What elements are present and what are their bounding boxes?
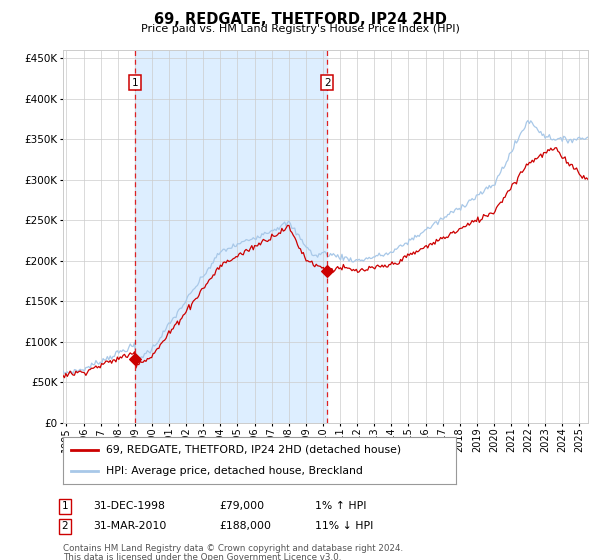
Text: 69, REDGATE, THETFORD, IP24 2HD (detached house): 69, REDGATE, THETFORD, IP24 2HD (detache… <box>106 445 401 455</box>
Bar <box>135 50 327 423</box>
Text: 11% ↓ HPI: 11% ↓ HPI <box>315 521 373 531</box>
Text: 31-DEC-1998: 31-DEC-1998 <box>93 501 165 511</box>
Text: Contains HM Land Registry data © Crown copyright and database right 2024.: Contains HM Land Registry data © Crown c… <box>63 544 403 553</box>
Text: £188,000: £188,000 <box>219 521 271 531</box>
Text: This data is licensed under the Open Government Licence v3.0.: This data is licensed under the Open Gov… <box>63 553 341 560</box>
Text: £79,000: £79,000 <box>219 501 264 511</box>
Point <box>322 266 332 275</box>
Text: 1: 1 <box>61 501 68 511</box>
Text: 2: 2 <box>324 78 331 88</box>
Text: 69, REDGATE, THETFORD, IP24 2HD: 69, REDGATE, THETFORD, IP24 2HD <box>154 12 446 27</box>
Text: HPI: Average price, detached house, Breckland: HPI: Average price, detached house, Brec… <box>106 466 363 476</box>
Text: Price paid vs. HM Land Registry's House Price Index (HPI): Price paid vs. HM Land Registry's House … <box>140 24 460 34</box>
Text: 31-MAR-2010: 31-MAR-2010 <box>93 521 166 531</box>
Text: 1% ↑ HPI: 1% ↑ HPI <box>315 501 367 511</box>
Text: 2: 2 <box>61 521 68 531</box>
Text: 1: 1 <box>131 78 138 88</box>
Point <box>130 354 140 363</box>
